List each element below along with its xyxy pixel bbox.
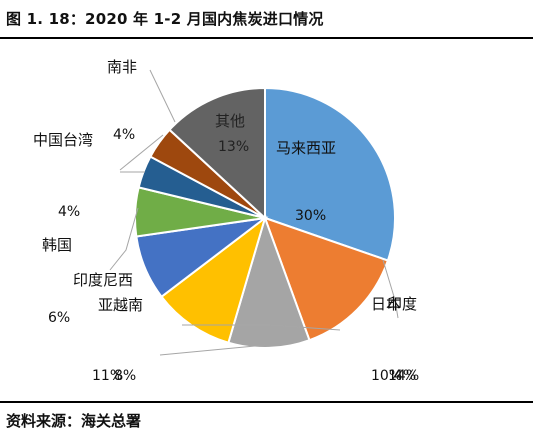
source-rule — [0, 401, 533, 403]
category-label-other: 其他 — [215, 112, 245, 130]
source-note: 资料来源：海关总署 — [6, 412, 142, 430]
category-label-vietnam: 亚越南 — [98, 296, 143, 314]
category-label-korea: 韩国 — [42, 236, 72, 254]
pct-label-korea: 6% — [48, 310, 70, 326]
category-label-indonesia: 印度尼西 — [73, 271, 133, 289]
pct-label-india: 10% — [371, 368, 402, 384]
pct-label-malaysia: 30% — [295, 208, 326, 224]
pie-slices — [134, 86, 396, 349]
category-label-india: 印度 — [387, 295, 417, 313]
pie-slice-2 — [227, 214, 311, 349]
leader-line-0 — [119, 134, 164, 171]
pct-label-japan: 14% — [388, 368, 419, 384]
pct-label-stray-11: 11% — [92, 368, 123, 384]
pct-label-indonesia: 8% — [114, 368, 136, 384]
pct-label-stray-4: 4% — [394, 368, 416, 384]
category-label-taiwan: 中国台湾 — [33, 131, 93, 149]
pct-label-taiwan: 4% — [113, 127, 135, 143]
category-label-malaysia: 马来西亚 — [276, 139, 336, 157]
figure-title: 图 1. 18：2020 年 1-2 月国内焦炭进口情况 — [6, 10, 324, 28]
leader-lines — [109, 69, 399, 356]
leader-line-5 — [382, 259, 399, 319]
category-label-japan: 日本 — [371, 295, 401, 313]
pie-slice-8 — [168, 86, 266, 221]
title-rule — [0, 37, 533, 39]
pct-label-other: 13% — [218, 139, 249, 155]
category-label-south-africa: 南非 — [107, 58, 137, 76]
leader-line-2 — [109, 207, 139, 271]
leader-line-3 — [182, 324, 341, 331]
leader-line-4 — [159, 344, 266, 356]
leader-line-6 — [149, 69, 176, 123]
pct-label-south-africa: 4% — [58, 204, 80, 220]
pie-slice-0 — [264, 86, 396, 262]
